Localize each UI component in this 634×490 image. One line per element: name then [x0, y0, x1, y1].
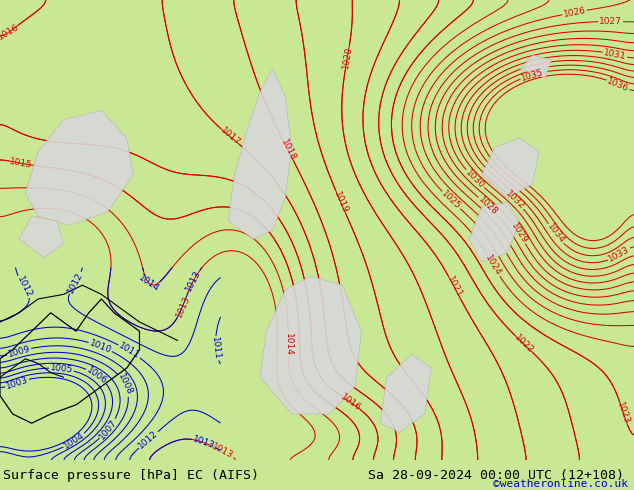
- Text: 1010: 1010: [88, 338, 113, 355]
- Text: 1009: 1009: [7, 344, 31, 359]
- Text: 1026: 1026: [562, 6, 586, 19]
- Text: 1016: 1016: [0, 23, 21, 42]
- Text: 1024: 1024: [484, 253, 503, 278]
- Text: 1008: 1008: [116, 372, 134, 397]
- Text: 1025: 1025: [440, 189, 462, 211]
- Text: 1027: 1027: [599, 17, 622, 26]
- Text: 1007: 1007: [98, 417, 119, 441]
- Text: 1031: 1031: [603, 48, 627, 61]
- Text: 1023: 1023: [616, 401, 631, 425]
- Text: 1022: 1022: [512, 333, 535, 355]
- Text: 1014: 1014: [136, 273, 160, 293]
- Polygon shape: [19, 216, 63, 258]
- Text: 1006: 1006: [85, 365, 109, 386]
- Text: 1016: 1016: [339, 392, 363, 413]
- Text: 1012: 1012: [15, 274, 33, 299]
- Text: 1012: 1012: [66, 271, 85, 295]
- Text: 1030: 1030: [463, 168, 486, 190]
- Polygon shape: [228, 69, 292, 239]
- Text: 1034: 1034: [545, 222, 566, 246]
- Text: ©weatheronline.co.uk: ©weatheronline.co.uk: [493, 479, 628, 489]
- Text: 1011: 1011: [210, 337, 221, 360]
- Text: 1029: 1029: [509, 221, 529, 245]
- Text: 1018: 1018: [279, 138, 297, 162]
- Text: 1005: 1005: [49, 363, 74, 374]
- Text: 1028: 1028: [476, 195, 499, 217]
- Text: 1036: 1036: [605, 76, 630, 93]
- Polygon shape: [380, 354, 431, 432]
- Text: Sa 28-09-2024 00:00 UTC (12+108): Sa 28-09-2024 00:00 UTC (12+108): [368, 469, 624, 482]
- Polygon shape: [260, 276, 361, 414]
- Text: 1004: 1004: [62, 431, 86, 451]
- Text: 1003: 1003: [4, 375, 29, 391]
- Polygon shape: [469, 202, 520, 262]
- Text: 1013: 1013: [191, 435, 216, 451]
- Text: 1014: 1014: [284, 333, 293, 356]
- Polygon shape: [482, 138, 539, 198]
- Text: 1035: 1035: [520, 67, 545, 82]
- Polygon shape: [25, 110, 133, 225]
- Text: 1013: 1013: [174, 294, 191, 318]
- Text: 1013: 1013: [184, 269, 203, 294]
- Text: 1021: 1021: [444, 274, 463, 299]
- Text: 1012: 1012: [137, 429, 160, 451]
- Text: Surface pressure [hPa] EC (AIFS): Surface pressure [hPa] EC (AIFS): [3, 469, 259, 482]
- Text: 1020: 1020: [341, 46, 354, 70]
- Text: 1033: 1033: [607, 245, 631, 264]
- Polygon shape: [520, 55, 552, 78]
- Text: 1011: 1011: [117, 342, 141, 361]
- Text: 1013: 1013: [210, 442, 235, 461]
- Text: 1015: 1015: [9, 157, 34, 170]
- Text: 1017: 1017: [219, 126, 242, 147]
- Text: 1032: 1032: [503, 189, 526, 211]
- Text: 1019: 1019: [332, 190, 349, 215]
